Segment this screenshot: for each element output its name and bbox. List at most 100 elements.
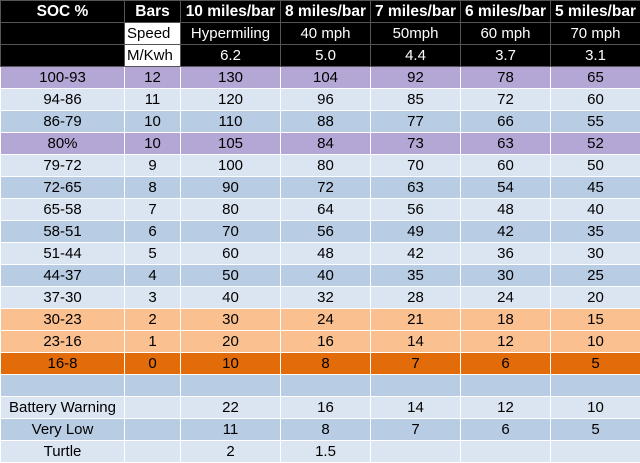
table-cell bbox=[371, 375, 461, 397]
table-cell: 9 bbox=[125, 155, 181, 177]
table-row bbox=[1, 375, 640, 397]
table-cell: 8 bbox=[281, 419, 371, 441]
table-cell: 100 bbox=[181, 155, 281, 177]
row-label: 79-72 bbox=[1, 155, 125, 177]
row-label: 100-93 bbox=[1, 67, 125, 89]
row-label: Turtle bbox=[1, 441, 125, 463]
table-cell bbox=[181, 375, 281, 397]
table-cell: 85 bbox=[371, 89, 461, 111]
table-cell: 11 bbox=[181, 419, 281, 441]
table-cell: 30 bbox=[461, 265, 551, 287]
table-cell bbox=[371, 441, 461, 463]
table-cell bbox=[125, 441, 181, 463]
row-label: 30-23 bbox=[1, 309, 125, 331]
table-cell bbox=[461, 441, 551, 463]
table-cell bbox=[125, 419, 181, 441]
speed-70: 70 mph bbox=[551, 23, 640, 45]
table-cell: 56 bbox=[371, 199, 461, 221]
table-cell: 96 bbox=[281, 89, 371, 111]
table-cell bbox=[551, 375, 640, 397]
table-cell: 65 bbox=[551, 67, 640, 89]
table-cell: 60 bbox=[461, 155, 551, 177]
table-cell bbox=[125, 375, 181, 397]
row-label: 16-8 bbox=[1, 353, 125, 375]
table-cell: 10 bbox=[181, 353, 281, 375]
table-cell: 10 bbox=[125, 133, 181, 155]
table-cell: 10 bbox=[125, 111, 181, 133]
row-label: 23-16 bbox=[1, 331, 125, 353]
speed-60: 60 mph bbox=[461, 23, 551, 45]
mkwh-6-2: 6.2 bbox=[181, 45, 281, 67]
table-cell: 130 bbox=[181, 67, 281, 89]
mkwh-3-7: 3.7 bbox=[461, 45, 551, 67]
table-cell: 1 bbox=[125, 331, 181, 353]
table-cell: 5 bbox=[551, 353, 640, 375]
table-cell: 105 bbox=[181, 133, 281, 155]
header-10-miles: 10 miles/bar bbox=[181, 1, 281, 23]
table-cell: 63 bbox=[461, 133, 551, 155]
table-cell: 20 bbox=[551, 287, 640, 309]
table-cell: 56 bbox=[281, 221, 371, 243]
header-6-miles: 6 miles/bar bbox=[461, 1, 551, 23]
table-cell: 1.5 bbox=[281, 441, 371, 463]
mkwh-row: M/Kwh 6.2 5.0 4.4 3.7 3.1 bbox=[1, 45, 640, 67]
table-cell: 60 bbox=[181, 243, 281, 265]
table-cell: 40 bbox=[181, 287, 281, 309]
table-cell: 2 bbox=[125, 309, 181, 331]
table-cell: 55 bbox=[551, 111, 640, 133]
header-row: SOC % Bars 10 miles/bar 8 miles/bar 7 mi… bbox=[1, 1, 640, 23]
table-cell: 42 bbox=[371, 243, 461, 265]
table-cell: 90 bbox=[181, 177, 281, 199]
table-cell bbox=[281, 375, 371, 397]
speed-label: Speed bbox=[125, 23, 181, 45]
table-cell: 52 bbox=[551, 133, 640, 155]
table-cell: 10 bbox=[551, 331, 640, 353]
speed-row: Speed Hypermiling 40 mph 50mph 60 mph 70… bbox=[1, 23, 640, 45]
table-cell: 15 bbox=[551, 309, 640, 331]
table-cell: 40 bbox=[281, 265, 371, 287]
table-cell: 24 bbox=[281, 309, 371, 331]
speed-spacer bbox=[1, 23, 125, 45]
header-8-miles: 8 miles/bar bbox=[281, 1, 371, 23]
table-cell: 36 bbox=[461, 243, 551, 265]
table-cell: 18 bbox=[461, 309, 551, 331]
row-label: 44-37 bbox=[1, 265, 125, 287]
table-cell: 14 bbox=[371, 397, 461, 419]
table-cell: 64 bbox=[281, 199, 371, 221]
table-cell: 88 bbox=[281, 111, 371, 133]
table-cell: 6 bbox=[125, 221, 181, 243]
table-cell: 73 bbox=[371, 133, 461, 155]
mkwh-5-0: 5.0 bbox=[281, 45, 371, 67]
table-cell: 16 bbox=[281, 397, 371, 419]
table-cell: 70 bbox=[371, 155, 461, 177]
table-cell: 3 bbox=[125, 287, 181, 309]
table-cell: 8 bbox=[125, 177, 181, 199]
row-label bbox=[1, 375, 125, 397]
table-cell: 35 bbox=[371, 265, 461, 287]
table-cell: 77 bbox=[371, 111, 461, 133]
table-cell: 30 bbox=[551, 243, 640, 265]
table-cell: 48 bbox=[461, 199, 551, 221]
table-cell: 54 bbox=[461, 177, 551, 199]
row-label: 72-65 bbox=[1, 177, 125, 199]
table-cell: 49 bbox=[371, 221, 461, 243]
table-cell: 92 bbox=[371, 67, 461, 89]
row-label: 51-44 bbox=[1, 243, 125, 265]
table-cell: 80 bbox=[281, 155, 371, 177]
table-cell bbox=[125, 397, 181, 419]
mkwh-label: M/Kwh bbox=[125, 45, 181, 67]
row-label: 94-86 bbox=[1, 89, 125, 111]
table-cell: 120 bbox=[181, 89, 281, 111]
table-cell: 70 bbox=[181, 221, 281, 243]
table-cell: 11 bbox=[125, 89, 181, 111]
table-cell: 7 bbox=[371, 353, 461, 375]
